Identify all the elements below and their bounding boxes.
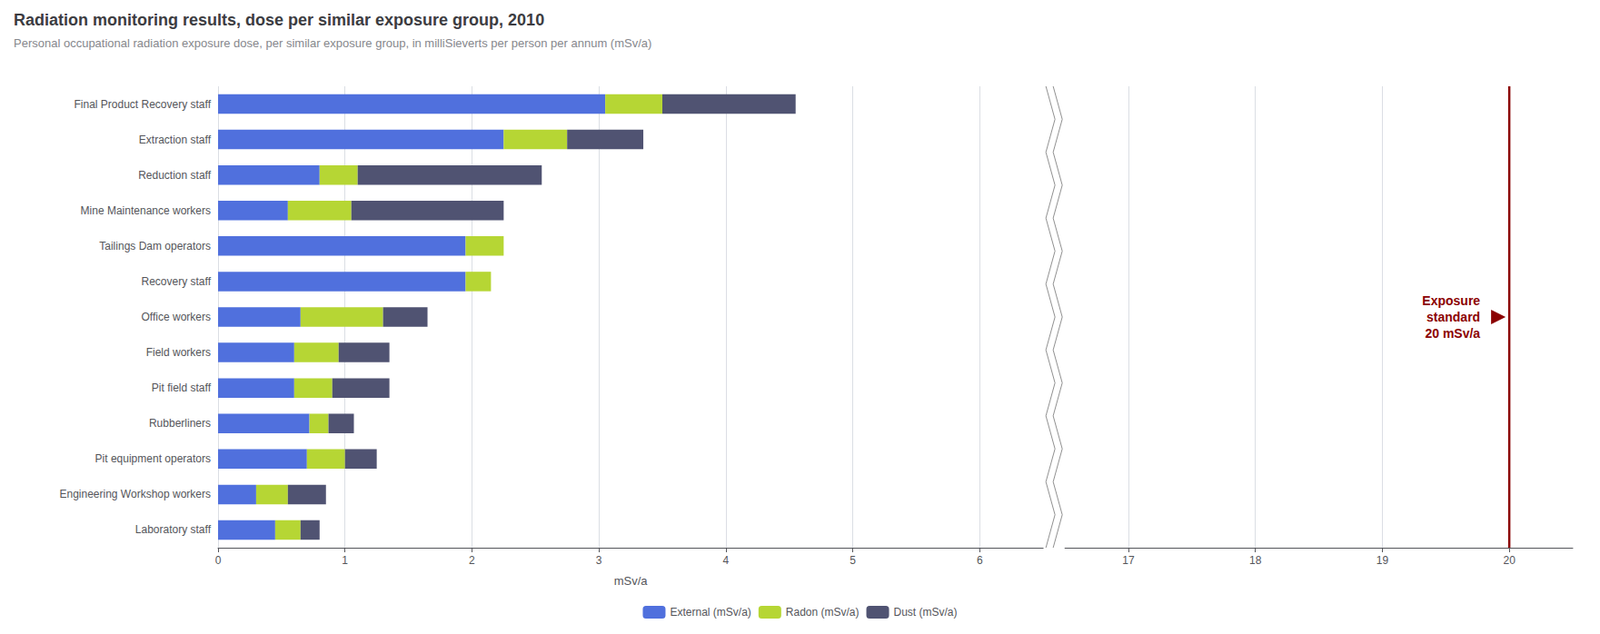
svg-text:Rubberliners: Rubberliners (149, 417, 211, 430)
svg-text:Tailings Dam operators: Tailings Dam operators (99, 239, 211, 253)
svg-text:Field workers: Field workers (146, 346, 211, 359)
svg-text:1: 1 (341, 554, 348, 567)
svg-text:Engineering Workshop workers: Engineering Workshop workers (59, 487, 211, 501)
svg-text:Office workers: Office workers (141, 310, 211, 324)
svg-text:Radiation monitoring results,: Radiation monitoring results, dose per s… (13, 10, 545, 30)
svg-text:20: 20 (1502, 554, 1516, 567)
svg-text:Recovery staff: Recovery staff (141, 275, 212, 289)
svg-text:Pit equipment operators: Pit equipment operators (95, 452, 211, 466)
svg-text:0: 0 (215, 554, 222, 567)
svg-text:Laboratory staff: Laboratory staff (135, 523, 212, 537)
svg-text:18: 18 (1249, 554, 1263, 567)
svg-text:mSv/a: mSv/a (614, 574, 649, 588)
svg-text:Reduction staff: Reduction staff (138, 168, 211, 182)
svg-text:4: 4 (723, 554, 730, 567)
svg-text:17: 17 (1122, 554, 1135, 567)
svg-text:Mine Maintenance workers: Mine Maintenance workers (80, 204, 211, 218)
svg-text:Final Product Recovery staff: Final Product Recovery staff (73, 98, 211, 111)
svg-text:3: 3 (596, 554, 603, 567)
svg-text:2: 2 (468, 554, 476, 567)
svg-text:Personal occupational radiatio: Personal occupational radiation exposure… (13, 36, 652, 50)
svg-text:20 mSv/a: 20 mSv/a (1424, 326, 1481, 341)
svg-text:6: 6 (976, 554, 984, 567)
svg-text:Pit field staff: Pit field staff (151, 381, 212, 395)
svg-text:standard: standard (1426, 309, 1481, 325)
svg-text:Dust (mSv/a): Dust (mSv/a) (894, 606, 958, 619)
svg-text:Exposure: Exposure (1421, 293, 1481, 309)
svg-text:External (mSv/a): External (mSv/a) (669, 606, 751, 619)
svg-text:19: 19 (1376, 554, 1390, 567)
svg-text:5: 5 (849, 554, 856, 567)
svg-text:Extraction staff: Extraction staff (139, 133, 212, 147)
svg-text:Radon (mSv/a): Radon (mSv/a) (785, 606, 860, 619)
